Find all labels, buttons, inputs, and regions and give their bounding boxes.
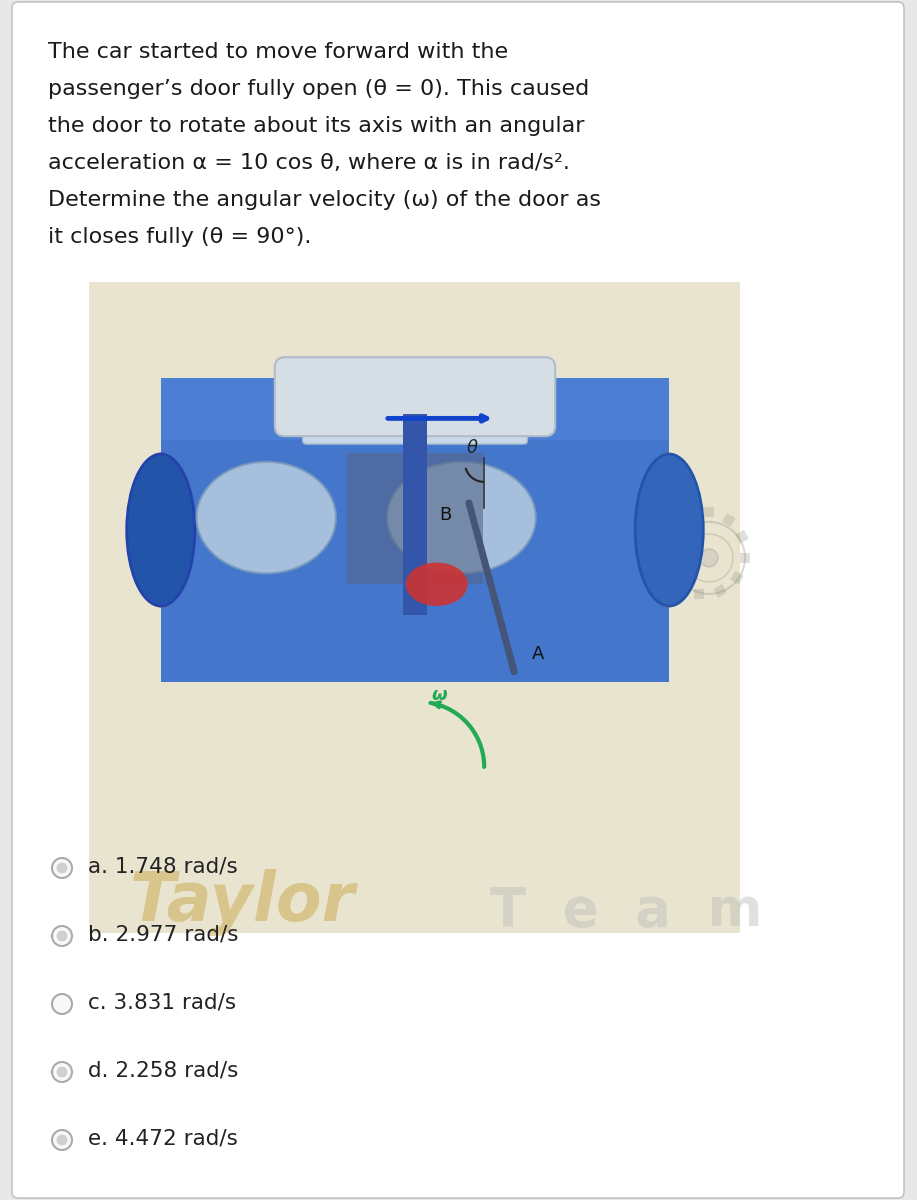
Ellipse shape [127,454,195,606]
Text: ω: ω [431,686,447,704]
Ellipse shape [635,454,703,606]
Text: acceleration α = 10 cos θ, where α is in rad/s².: acceleration α = 10 cos θ, where α is in… [48,152,569,173]
Circle shape [52,858,72,878]
Bar [672,580,686,593]
Bar [722,514,735,527]
Bar [347,452,483,584]
Bar [160,378,669,440]
Text: The car started to move forward with the: The car started to move forward with the [48,42,508,62]
FancyBboxPatch shape [275,358,555,436]
Circle shape [52,994,72,1014]
Text: B: B [439,506,451,524]
Circle shape [57,930,68,942]
Text: b. 2.977 rad/s: b. 2.977 rad/s [88,924,238,944]
Bar [90,282,741,934]
Circle shape [52,926,72,946]
Circle shape [57,863,68,874]
Text: the door to rotate about its axis with an angular: the door to rotate about its axis with a… [48,116,584,136]
Text: a. 1.748 rad/s: a. 1.748 rad/s [88,856,238,876]
FancyBboxPatch shape [303,390,527,444]
Bar [735,530,749,544]
Bar [694,589,704,599]
Ellipse shape [133,454,189,606]
Circle shape [52,1130,72,1150]
Bar [704,506,714,517]
Bar [659,563,673,576]
Text: A: A [532,644,545,662]
Polygon shape [381,497,514,672]
Bar [664,521,678,535]
Bar [658,542,668,553]
Bar [681,508,695,522]
Text: c. 3.831 rad/s: c. 3.831 rad/s [88,992,236,1012]
Text: e. 4.472 rad/s: e. 4.472 rad/s [88,1128,238,1148]
Text: passenger’s door fully open (θ = 0). This caused: passenger’s door fully open (θ = 0). Thi… [48,79,590,98]
Ellipse shape [196,462,336,574]
Circle shape [57,1067,68,1078]
Circle shape [57,1134,68,1146]
Bar [713,584,727,598]
Ellipse shape [641,454,697,606]
FancyBboxPatch shape [12,2,904,1198]
Text: θ: θ [467,439,478,457]
Text: it closes fully (θ = 90°).: it closes fully (θ = 90°). [48,227,312,247]
Circle shape [52,1062,72,1082]
Text: Determine the angular velocity (ω) of the door as: Determine the angular velocity (ω) of th… [48,190,601,210]
Text: T  e  a  m: T e a m [490,886,762,937]
Bar [403,414,427,616]
Bar [740,553,750,563]
Ellipse shape [387,462,536,574]
Text: d. 2.258 rad/s: d. 2.258 rad/s [88,1060,238,1080]
Bar [730,571,744,584]
Bar [160,378,669,682]
Ellipse shape [405,563,468,606]
Text: Taylor: Taylor [130,870,356,936]
Ellipse shape [700,548,718,566]
